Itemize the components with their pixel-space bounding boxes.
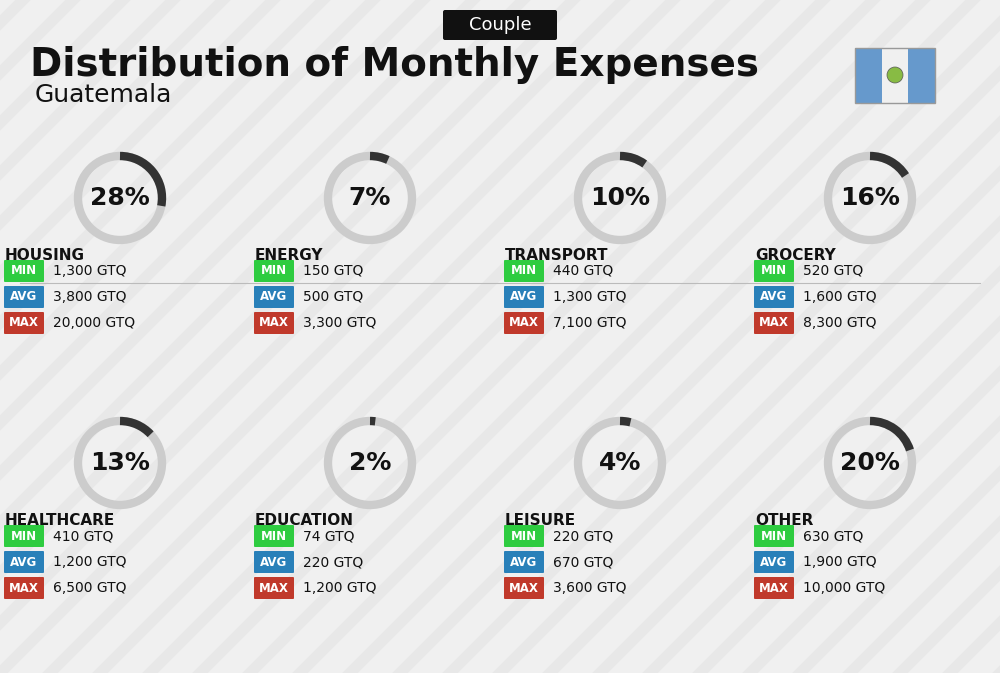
Text: MIN: MIN [511,530,537,542]
Text: 2%: 2% [349,451,391,475]
FancyBboxPatch shape [504,577,544,599]
Text: AVG: AVG [760,291,788,304]
Text: MIN: MIN [261,264,287,277]
Text: Couple: Couple [469,16,531,34]
Text: 1,600 GTQ: 1,600 GTQ [803,290,877,304]
Text: MIN: MIN [761,530,787,542]
Text: MAX: MAX [759,316,789,330]
FancyBboxPatch shape [504,551,544,573]
FancyBboxPatch shape [4,551,44,573]
Text: 3,300 GTQ: 3,300 GTQ [303,316,376,330]
Text: 6,500 GTQ: 6,500 GTQ [53,581,126,595]
FancyBboxPatch shape [254,577,294,599]
Text: 630 GTQ: 630 GTQ [803,529,863,543]
FancyBboxPatch shape [908,48,935,102]
Text: MIN: MIN [11,264,37,277]
Text: 1,200 GTQ: 1,200 GTQ [53,555,126,569]
Text: MAX: MAX [9,316,39,330]
Text: OTHER: OTHER [755,513,813,528]
Text: 520 GTQ: 520 GTQ [803,264,863,278]
FancyBboxPatch shape [4,525,44,547]
FancyBboxPatch shape [254,286,294,308]
Text: 150 GTQ: 150 GTQ [303,264,363,278]
FancyBboxPatch shape [754,260,794,282]
Text: 440 GTQ: 440 GTQ [553,264,613,278]
Text: 1,300 GTQ: 1,300 GTQ [553,290,626,304]
Text: 3,800 GTQ: 3,800 GTQ [53,290,126,304]
FancyBboxPatch shape [754,286,794,308]
FancyBboxPatch shape [254,312,294,334]
FancyBboxPatch shape [504,312,544,334]
FancyBboxPatch shape [254,551,294,573]
FancyBboxPatch shape [882,48,908,102]
Text: MAX: MAX [509,316,539,330]
FancyBboxPatch shape [504,286,544,308]
Text: MAX: MAX [509,581,539,594]
Text: 220 GTQ: 220 GTQ [303,555,363,569]
FancyBboxPatch shape [443,10,557,40]
Text: EDUCATION: EDUCATION [255,513,354,528]
Text: MAX: MAX [259,316,289,330]
Text: ENERGY: ENERGY [255,248,324,263]
FancyBboxPatch shape [4,577,44,599]
Text: 8,300 GTQ: 8,300 GTQ [803,316,876,330]
Text: Guatemala: Guatemala [35,83,172,107]
FancyBboxPatch shape [754,312,794,334]
Text: LEISURE: LEISURE [505,513,576,528]
Text: 500 GTQ: 500 GTQ [303,290,363,304]
FancyBboxPatch shape [754,577,794,599]
Text: HOUSING: HOUSING [5,248,85,263]
FancyBboxPatch shape [254,525,294,547]
Text: 1,300 GTQ: 1,300 GTQ [53,264,126,278]
FancyBboxPatch shape [504,260,544,282]
Text: 670 GTQ: 670 GTQ [553,555,613,569]
FancyBboxPatch shape [254,260,294,282]
Text: 7%: 7% [349,186,391,210]
FancyBboxPatch shape [4,260,44,282]
Text: 20%: 20% [840,451,900,475]
Text: AVG: AVG [10,291,38,304]
FancyBboxPatch shape [504,525,544,547]
Text: 28%: 28% [90,186,150,210]
Text: 10%: 10% [590,186,650,210]
Text: 3,600 GTQ: 3,600 GTQ [553,581,626,595]
Text: 10,000 GTQ: 10,000 GTQ [803,581,885,595]
Text: 16%: 16% [840,186,900,210]
Text: MAX: MAX [9,581,39,594]
Text: AVG: AVG [10,555,38,569]
Text: Distribution of Monthly Expenses: Distribution of Monthly Expenses [30,46,759,84]
Text: AVG: AVG [260,291,288,304]
Text: 13%: 13% [90,451,150,475]
Text: 4%: 4% [599,451,641,475]
Text: AVG: AVG [260,555,288,569]
FancyBboxPatch shape [855,48,882,102]
Text: 220 GTQ: 220 GTQ [553,529,613,543]
Circle shape [887,67,903,83]
Text: MAX: MAX [259,581,289,594]
Text: MIN: MIN [511,264,537,277]
Text: AVG: AVG [760,555,788,569]
Text: MAX: MAX [759,581,789,594]
FancyBboxPatch shape [754,551,794,573]
Text: AVG: AVG [510,555,538,569]
Text: MIN: MIN [761,264,787,277]
Text: 20,000 GTQ: 20,000 GTQ [53,316,135,330]
Text: TRANSPORT: TRANSPORT [505,248,608,263]
Text: MIN: MIN [261,530,287,542]
Text: 7,100 GTQ: 7,100 GTQ [553,316,626,330]
Text: GROCERY: GROCERY [755,248,836,263]
Text: HEALTHCARE: HEALTHCARE [5,513,115,528]
Text: AVG: AVG [510,291,538,304]
Text: 410 GTQ: 410 GTQ [53,529,113,543]
FancyBboxPatch shape [4,312,44,334]
Text: 1,200 GTQ: 1,200 GTQ [303,581,376,595]
Text: 1,900 GTQ: 1,900 GTQ [803,555,877,569]
Text: MIN: MIN [11,530,37,542]
FancyBboxPatch shape [4,286,44,308]
Text: 74 GTQ: 74 GTQ [303,529,354,543]
FancyBboxPatch shape [754,525,794,547]
